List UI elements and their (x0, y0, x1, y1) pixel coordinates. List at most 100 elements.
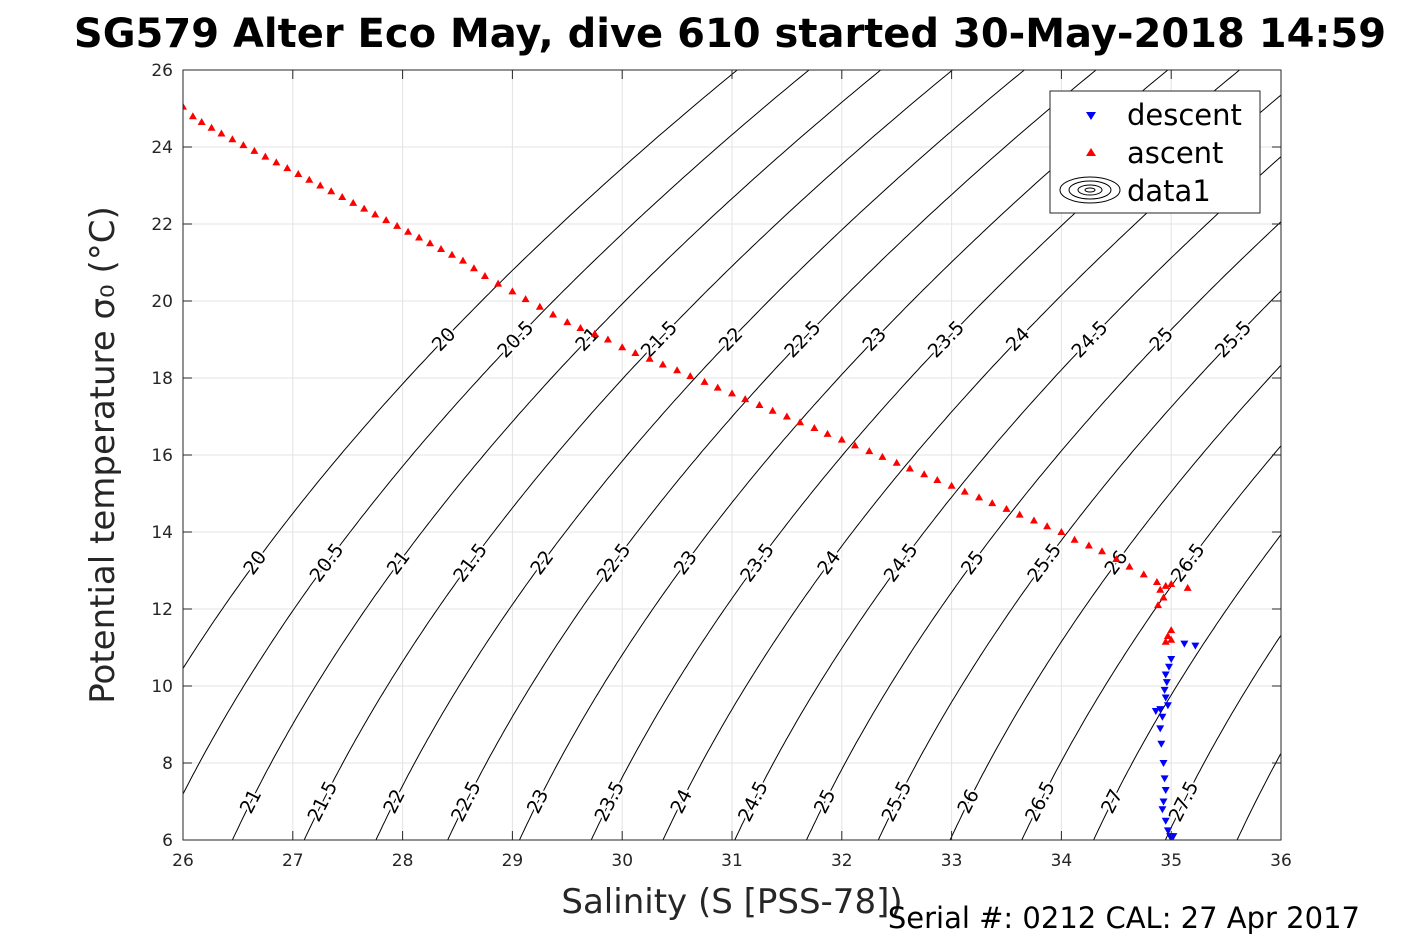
ascent-point (768, 406, 777, 414)
ascent-point (404, 227, 413, 235)
ascent-point (1098, 547, 1107, 555)
ascent-point (865, 447, 874, 455)
isopycnal-line (231, 70, 882, 840)
ascent-point (535, 302, 544, 310)
ascent-point (850, 441, 859, 449)
ascent-point (272, 158, 281, 166)
x-tick-label: 33 (941, 851, 963, 871)
ascent-point (338, 193, 347, 201)
descent-point (1159, 798, 1168, 806)
ascent-point (393, 221, 402, 229)
ascent-point (1163, 631, 1172, 639)
ascent-point (713, 383, 722, 391)
isopycnal-line (183, 70, 810, 796)
ascent-point (1070, 535, 1079, 543)
y-tick-label: 14 (151, 523, 173, 543)
y-tick-label: 20 (151, 292, 173, 312)
ascent-point (1057, 528, 1066, 535)
descent-point (1163, 827, 1172, 835)
descent-point (1161, 671, 1170, 679)
ascent-point (316, 181, 325, 189)
ascent-point (327, 187, 336, 195)
ascent-point (448, 250, 457, 258)
descent-point (1162, 679, 1171, 687)
ascent-point (283, 164, 292, 172)
ascent-point (658, 360, 667, 368)
ascent-point (228, 135, 237, 143)
ascent-point (508, 287, 517, 295)
isopycnal-line (183, 70, 738, 670)
ascent-point (197, 117, 206, 125)
isopycnal-line (447, 70, 1097, 840)
ascent-point (576, 323, 585, 331)
ascent-point (603, 335, 612, 343)
isopycnal-line (1093, 533, 1281, 840)
y-tick-label: 10 (151, 677, 173, 697)
legend-contour-label: data1 (1127, 174, 1211, 208)
isopycnal-line (949, 364, 1281, 840)
ascent-point (1152, 578, 1161, 586)
ascent-point (1156, 585, 1165, 593)
ascent-point (700, 377, 709, 385)
isopycnal-line (806, 221, 1281, 840)
ascent-point (1167, 579, 1176, 587)
descent-point (1160, 686, 1169, 694)
ascent-point (521, 295, 530, 303)
ascent-point (207, 123, 216, 131)
y-axis-title: Potential temperature σ₀ (°C) (83, 206, 123, 704)
descent-point (1158, 806, 1167, 814)
ascent-point (1161, 581, 1170, 589)
ascent-point (239, 141, 248, 149)
ascent-point (810, 424, 819, 432)
ascent-point (349, 198, 358, 206)
ascent-point (947, 481, 956, 489)
x-tick-label: 35 (1160, 851, 1182, 871)
ascent-point (437, 245, 446, 253)
ascent-point (250, 146, 259, 154)
ascent-point (261, 152, 270, 160)
y-tick-label: 12 (151, 600, 173, 620)
ascent-point (1167, 626, 1176, 634)
ascent-point (920, 470, 929, 478)
ascent-point (480, 271, 489, 279)
ascent-point (782, 412, 791, 420)
ascent-point (371, 210, 380, 218)
ascent-point (1183, 583, 1192, 591)
x-tick-label: 34 (1051, 851, 1073, 871)
descent-point (1167, 656, 1176, 664)
descent-point (1156, 706, 1165, 714)
ascent-point (1167, 635, 1176, 643)
descent-point (1165, 663, 1174, 671)
isopycnal-line (1164, 634, 1281, 840)
ascent-point (741, 395, 750, 403)
ascent-point (1139, 570, 1148, 578)
ascent-point (905, 464, 914, 472)
isopycnal-line (303, 70, 953, 840)
descent-point (1161, 817, 1170, 825)
x-axis-title: Salinity (S [PSS-78]) (561, 882, 902, 922)
ascent-point (988, 499, 997, 507)
x-tick-label: 36 (1270, 851, 1292, 871)
descent-point (1161, 786, 1170, 794)
ascent-point (382, 216, 391, 224)
ascent-point (469, 264, 478, 272)
y-tick-label: 16 (151, 446, 173, 466)
x-tick-label: 28 (392, 851, 414, 871)
ascent-point (1002, 504, 1011, 512)
ascent-point (755, 400, 764, 408)
legend-ascent-marker (1086, 148, 1096, 156)
ascent-point (1125, 562, 1134, 570)
isopycnal-line (877, 290, 1281, 840)
descent-point (1191, 642, 1200, 650)
y-tick-label: 26 (151, 61, 173, 81)
x-tick-label: 27 (282, 851, 304, 871)
x-tick-label: 29 (502, 851, 524, 871)
ascent-point (415, 233, 424, 241)
ascent-point (645, 354, 654, 362)
ascent-point (217, 129, 226, 137)
ascent-point (960, 487, 969, 495)
ascent-point (183, 102, 187, 110)
descent-point (1157, 740, 1166, 748)
ascent-point (1112, 554, 1121, 562)
ascent-point (1015, 510, 1024, 518)
